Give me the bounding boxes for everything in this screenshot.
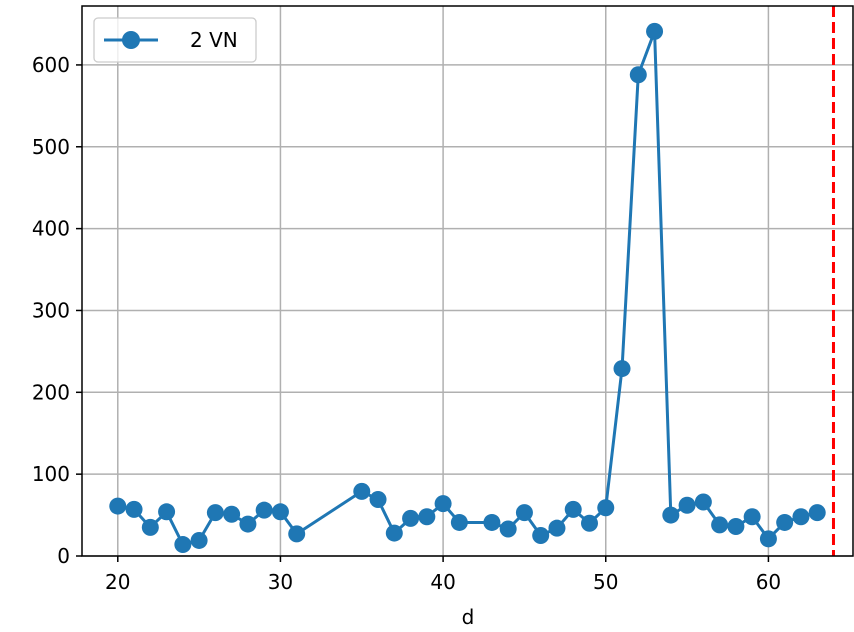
data-point [662, 506, 680, 524]
data-point [141, 518, 159, 536]
data-point [694, 493, 712, 511]
data-point [223, 505, 241, 523]
data-point [711, 516, 729, 534]
grid-layer [82, 6, 853, 557]
axes-frame [81, 5, 854, 557]
data-point [255, 501, 273, 519]
data-point [499, 520, 517, 538]
data-point [158, 503, 176, 521]
data-point [727, 518, 745, 536]
data-point [792, 508, 810, 526]
data-point [564, 500, 582, 518]
data-point [597, 499, 615, 517]
series-layer [109, 22, 826, 554]
data-point [271, 503, 289, 521]
y-tick-label: 400 [32, 217, 70, 241]
data-point [483, 513, 501, 531]
x-tick-label: 50 [593, 570, 618, 594]
data-point [385, 524, 403, 542]
y-tick-label: 200 [32, 380, 70, 404]
data-point [402, 509, 420, 527]
y-tick-label: 300 [32, 298, 70, 322]
x-tick-label: 30 [268, 570, 293, 594]
data-point [808, 504, 826, 522]
data-point [190, 531, 208, 549]
data-point [613, 360, 631, 378]
data-point [125, 500, 143, 518]
series-line [117, 29, 818, 547]
x-tick-label: 60 [756, 570, 781, 594]
data-point [532, 527, 550, 545]
data-point [239, 515, 257, 533]
data-point [580, 514, 598, 532]
data-point [434, 495, 452, 513]
data-point [109, 497, 127, 515]
data-point [646, 22, 664, 40]
data-point [288, 525, 306, 543]
y-tick-label: 500 [32, 135, 70, 159]
legend-marker-swatch [122, 31, 140, 49]
axes-layer [81, 5, 854, 557]
data-point [743, 508, 761, 526]
data-point [450, 513, 468, 531]
data-point [678, 496, 696, 514]
data-point [174, 536, 192, 554]
legend: 2 VN [93, 17, 257, 63]
data-point [206, 504, 224, 522]
y-tick-label: 600 [32, 53, 70, 77]
y-tick-label: 0 [57, 544, 70, 568]
legend-series-label: 2 VN [190, 28, 238, 52]
legend-frame [93, 17, 257, 63]
x-tick-label: 40 [430, 570, 455, 594]
data-point [629, 66, 647, 84]
data-point [418, 508, 436, 526]
data-point [776, 513, 794, 531]
y-tick-label: 100 [32, 462, 70, 486]
data-point [515, 504, 533, 522]
data-point [369, 491, 387, 509]
data-point [548, 519, 566, 537]
data-point [353, 482, 371, 500]
data-point [759, 530, 777, 548]
x-tick-label: 20 [105, 570, 130, 594]
x-axis-label: d [462, 605, 475, 628]
